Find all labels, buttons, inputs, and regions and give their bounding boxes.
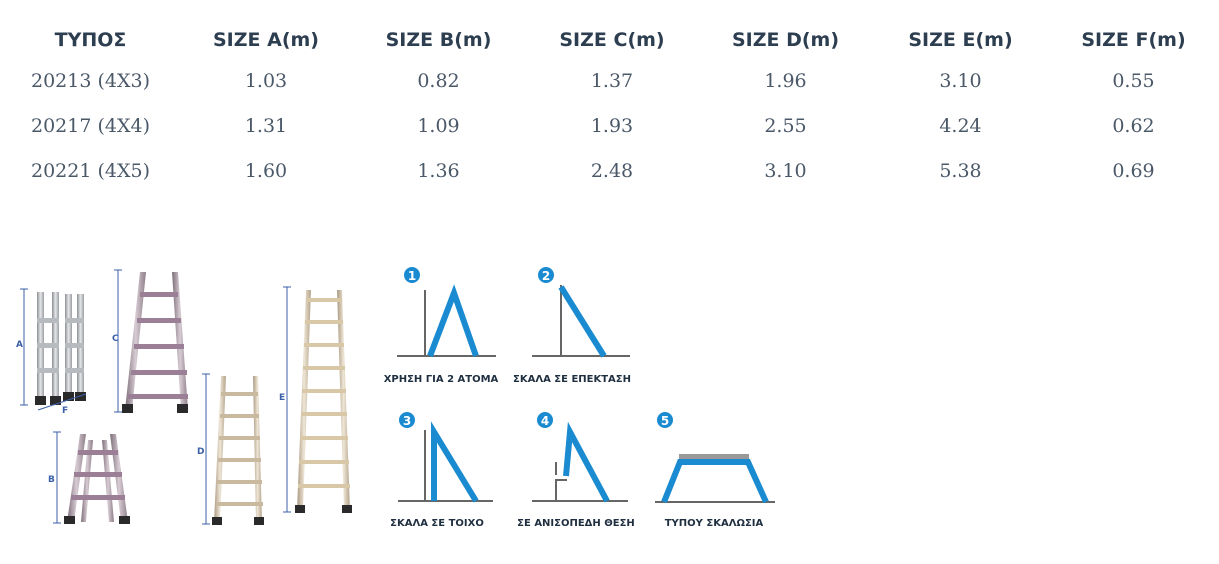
usage-mode-label: ΤΥΠΟΥ ΣΚΑΛΩΣΙΑ (665, 518, 764, 529)
a-frame-ladder-icon (427, 284, 479, 358)
cell-size-c: 1.93 (590, 114, 634, 137)
table-row: 20213 (4X3) 1.03 0.82 1.37 1.96 3.10 0.5… (0, 58, 1219, 103)
usage-mode-label: ΣΚΑΛΑ ΣΕ ΕΠΕΚΤΑΣΗ (513, 374, 631, 385)
table-row: 20217 (4X4) 1.31 1.09 1.93 2.55 4.24 0.6… (0, 103, 1219, 148)
cell-size-a: 1.31 (244, 114, 288, 137)
spec-table: ΤΥΠΟΣ SIZE A(m) SIZE B(m) SIZE C(m) SIZE… (0, 22, 1219, 193)
dimension-letter-f: F (62, 406, 68, 416)
ladder-photo-e: E (279, 286, 352, 513)
dimension-letter-b: B (48, 475, 55, 485)
cell-size-a: 1.60 (244, 159, 288, 182)
cell-size-f: 0.69 (1112, 159, 1155, 182)
cell-size-f: 0.62 (1112, 114, 1155, 137)
dimension-letter-c: C (112, 334, 119, 344)
cell-type: 20217 (4X4) (30, 114, 150, 137)
cell-type: 20213 (4X3) (30, 69, 150, 92)
header-size-f: SIZE F(m) (1081, 29, 1186, 51)
usage-mode-number: 2 (542, 269, 550, 283)
cell-size-b: 1.36 (417, 159, 460, 182)
header-size-d: SIZE D(m) (731, 29, 840, 51)
number-badge-icon (399, 412, 415, 428)
header-size-b: SIZE B(m) (385, 29, 492, 51)
number-badge-icon (404, 267, 420, 283)
usage-mode-label: ΣΕ ΑΝΙΣΟΠΕΔΗ ΘΕΣΗ (517, 518, 635, 529)
extended-ladder-icon (558, 285, 607, 358)
usage-mode-label: ΣΚΑΛΑ ΣΕ ΤΟΙΧΟ (390, 518, 484, 529)
usage-mode-5: 5 ΤΥΠΟΥ ΣΚΑΛΩΣΙΑ (655, 412, 775, 529)
cell-size-e: 5.38 (939, 159, 982, 182)
ladder-photo-c: C (112, 269, 188, 413)
table-header-row: ΤΥΠΟΣ SIZE A(m) SIZE B(m) SIZE C(m) SIZE… (0, 22, 1219, 58)
uneven-ground-ladder-icon (563, 421, 610, 503)
ladder-photo-b: B (48, 431, 130, 524)
cell-size-b: 0.82 (417, 69, 460, 92)
dimension-letter-e: E (279, 393, 285, 403)
header-size-e: SIZE E(m) (908, 29, 1013, 51)
cell-size-a: 1.03 (244, 69, 288, 92)
usage-mode-label: ΧΡΗΣΗ ΓΙΑ 2 ΑΤΟΜΑ (384, 374, 499, 385)
header-size-a: SIZE A(m) (213, 29, 319, 51)
cell-size-d: 3.10 (764, 159, 807, 182)
header-size-c: SIZE C(m) (559, 29, 665, 51)
usage-mode-number: 1 (408, 269, 416, 283)
cell-size-b: 1.09 (417, 114, 460, 137)
usage-mode-2: 2 ΣΚΑΛΑ ΣΕ ΕΠΕΚΤΑΣΗ (513, 267, 631, 385)
usage-mode-3: 3 ΣΚΑΛΑ ΣΕ ΤΟΙΧΟ (390, 412, 493, 529)
cell-size-c: 2.48 (590, 159, 634, 182)
cell-type: 20221 (4X5) (30, 159, 150, 182)
ladder-photo-d: D (197, 373, 264, 525)
cell-size-c: 1.37 (590, 69, 634, 92)
usage-mode-number: 4 (541, 414, 549, 428)
dimension-letter-a: A (16, 340, 23, 350)
cell-size-d: 1.96 (764, 69, 807, 92)
cell-size-e: 4.24 (939, 114, 982, 137)
scaffold-ladder-icon (661, 459, 769, 504)
usage-mode-4: 4 ΣΕ ΑΝΙΣΟΠΕΔΗ ΘΕΣΗ (517, 412, 635, 529)
number-badge-icon (657, 412, 673, 428)
cell-size-d: 2.55 (764, 114, 807, 137)
usage-mode-1: 1 ΧΡΗΣΗ ΓΙΑ 2 ΑΤΟΜΑ (384, 267, 499, 385)
usage-mode-number: 5 (661, 414, 669, 428)
header-type: ΤΥΠΟΣ (54, 29, 127, 51)
number-badge-icon (538, 267, 554, 283)
table-row: 20221 (4X5) 1.60 1.36 2.48 3.10 5.38 0.6… (0, 148, 1219, 193)
dimension-letter-d: D (197, 447, 204, 457)
wall-ladder-icon (431, 421, 479, 503)
number-badge-icon (537, 412, 553, 428)
cell-size-f: 0.55 (1112, 69, 1155, 92)
usage-mode-number: 3 (403, 414, 411, 428)
cell-size-e: 3.10 (939, 69, 982, 92)
ladder-photo-a-frame: A F (16, 288, 87, 416)
